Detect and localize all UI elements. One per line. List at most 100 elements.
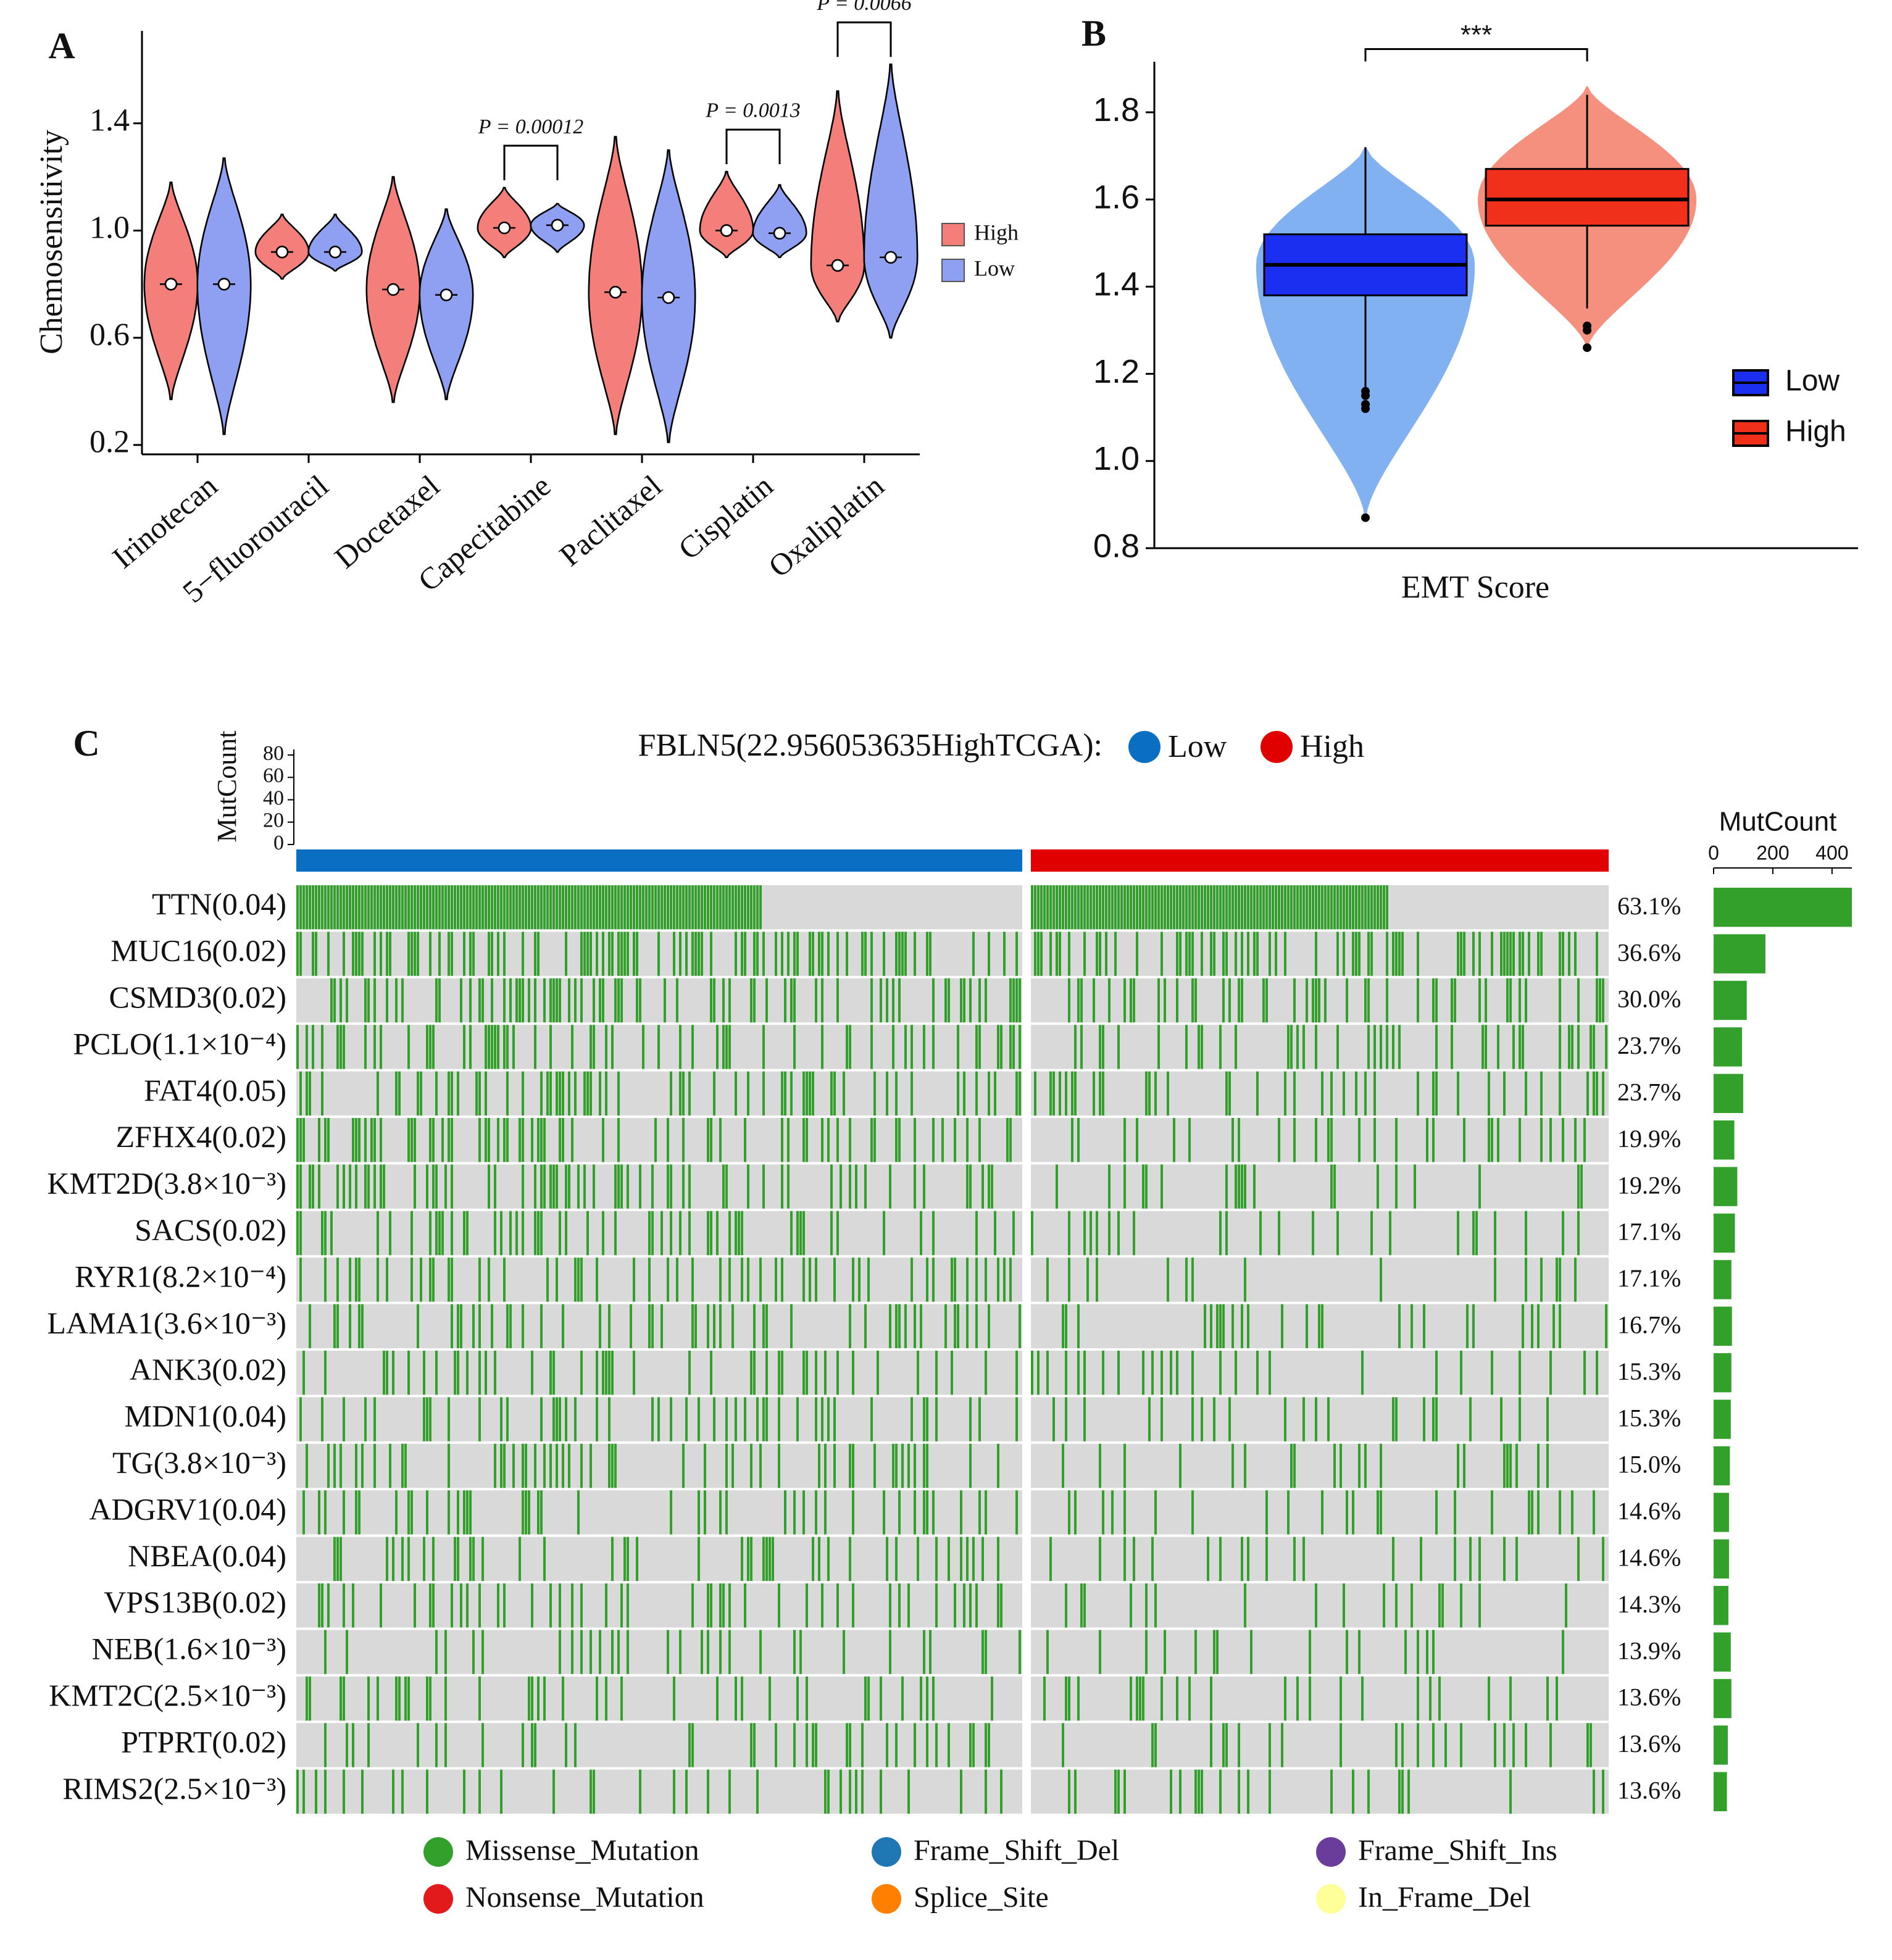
legend-swatch xyxy=(941,223,965,246)
y-tick-label: 60 xyxy=(263,764,284,787)
gene-label: SACS(0.02) xyxy=(135,1212,286,1247)
mutation-cells xyxy=(309,1304,1021,1348)
count-bar xyxy=(1714,1074,1743,1113)
percent-label: 14.6% xyxy=(1617,1543,1681,1571)
mutation-cells xyxy=(296,1164,993,1209)
legend-label: Low xyxy=(1785,365,1840,398)
group-bar xyxy=(1031,849,1609,872)
outlier xyxy=(1583,325,1592,335)
count-bar xyxy=(1714,888,1852,927)
x-tick-label: Cisplatin xyxy=(672,468,779,566)
x-tick-label: 0 xyxy=(1708,841,1719,864)
gene-label: KMT2C(2.5×10⁻³) xyxy=(49,1678,286,1712)
gene-label: NBEA(0.04) xyxy=(128,1538,286,1573)
x-tick-label: Oxaliplatin xyxy=(762,468,890,583)
outlier xyxy=(1583,343,1592,352)
cell-background xyxy=(1031,1769,1609,1814)
legend-label: Low xyxy=(974,256,1015,280)
y-tick-label: 1.2 xyxy=(1093,353,1140,390)
cell-background xyxy=(296,978,1022,1023)
p-value: P = 0.00012 xyxy=(478,115,584,138)
gene-label: RIMS2(2.5×10⁻³) xyxy=(62,1771,286,1806)
panel-label: C xyxy=(73,723,99,764)
count-bar xyxy=(1714,1027,1743,1067)
percent-label: 23.7% xyxy=(1617,1078,1681,1106)
gene-label: RYR1(8.2×10⁻⁴) xyxy=(75,1259,286,1293)
violin xyxy=(699,170,754,259)
mutation-cells xyxy=(299,1257,1012,1302)
mutation-cells xyxy=(1031,885,1388,930)
count-bar xyxy=(1714,1167,1738,1206)
cell-background xyxy=(296,1723,1022,1767)
legend-swatch xyxy=(941,259,965,282)
violin xyxy=(307,214,363,272)
cell-background xyxy=(1031,1537,1609,1581)
mutation-cells xyxy=(296,885,762,930)
mutation-cells xyxy=(1071,1118,1586,1162)
y-tick-label: 0.6 xyxy=(90,317,130,352)
y-tick-label: 80 xyxy=(263,742,284,765)
cell-background xyxy=(1031,1071,1609,1116)
y-tick-label: 1.6 xyxy=(1093,178,1140,215)
mutation-cells xyxy=(1062,1304,1607,1348)
cell-background xyxy=(1031,1397,1609,1441)
y-tick-label: 1.4 xyxy=(1093,266,1140,303)
legend-label: Frame_Shift_Ins xyxy=(1358,1834,1557,1867)
median-point xyxy=(720,224,733,237)
outlier xyxy=(1361,391,1370,400)
count-bar xyxy=(1714,1772,1727,1811)
cell-background xyxy=(296,1164,1022,1209)
violin xyxy=(863,63,919,339)
mutation-cells xyxy=(1043,1676,1558,1721)
percent-label: 63.1% xyxy=(1617,892,1681,920)
median-point xyxy=(884,251,898,264)
legend-label: Frame_Shift_Del xyxy=(914,1834,1119,1867)
count-bar xyxy=(1714,1725,1728,1765)
outlier xyxy=(1361,404,1370,414)
y-tick-label: 1.0 xyxy=(90,210,130,245)
cell-background xyxy=(296,1118,1022,1162)
gene-label: TTN(0.04) xyxy=(152,886,286,921)
cell-background xyxy=(1031,1257,1609,1302)
gene-label: ADGRV1(0.04) xyxy=(89,1491,286,1526)
box xyxy=(1485,168,1690,227)
x-axis-label: MutCount xyxy=(1719,807,1837,837)
legend-dot xyxy=(1316,1884,1346,1914)
percent-label: 17.1% xyxy=(1617,1218,1681,1246)
cell-background xyxy=(296,1071,1022,1116)
legend-label: Nonsense_Mutation xyxy=(465,1881,704,1914)
chart-title: FBLN5(22.956053635HighTCGA): xyxy=(638,728,1102,763)
cell-background xyxy=(1031,1351,1609,1395)
y-axis-label: MutCount xyxy=(212,731,242,843)
median-point xyxy=(609,286,622,299)
gene-label: MUC16(0.02) xyxy=(110,933,286,968)
mutation-cells xyxy=(299,1397,1018,1441)
percent-label: 13.6% xyxy=(1617,1776,1681,1804)
cell-background xyxy=(296,1769,1022,1814)
legend-label: In_Frame_Del xyxy=(1358,1881,1531,1914)
cell-background xyxy=(296,1211,1022,1256)
significance-bracket xyxy=(725,128,781,164)
percent-label: 15.3% xyxy=(1617,1357,1681,1385)
mutation-cells xyxy=(1052,1397,1549,1441)
count-bar xyxy=(1714,1353,1732,1393)
mutation-cells xyxy=(1034,932,1598,976)
legend-label: High xyxy=(1300,729,1364,764)
count-bar xyxy=(1714,1539,1729,1578)
y-tick-label: 0.2 xyxy=(90,425,130,460)
legend-label: Missense_Mutation xyxy=(465,1834,699,1867)
mutation-cells xyxy=(296,932,1018,976)
p-value: P = 0.0066 xyxy=(816,0,912,15)
y-tick-label: 40 xyxy=(263,786,284,809)
legend-dot xyxy=(423,1884,453,1914)
gene-label: LAMA1(3.6×10⁻³) xyxy=(47,1306,286,1340)
gene-label: ANK3(0.02) xyxy=(130,1352,286,1387)
legend-dot xyxy=(1128,731,1161,763)
percent-label: 13.9% xyxy=(1617,1637,1681,1664)
y-tick-label: 1.8 xyxy=(1093,91,1140,128)
violin xyxy=(810,90,865,323)
group-bar xyxy=(296,849,1022,872)
violin xyxy=(196,157,252,435)
cell-background xyxy=(1031,1164,1609,1209)
